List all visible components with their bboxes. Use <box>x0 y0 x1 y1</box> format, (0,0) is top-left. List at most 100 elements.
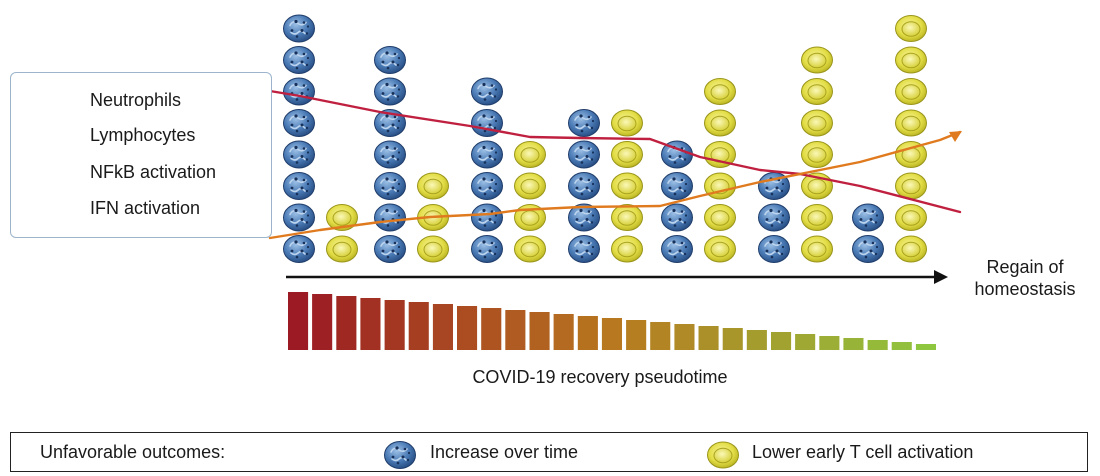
legend-lymphocytes-label: Lymphocytes <box>90 125 196 145</box>
ifn-arrowhead <box>949 131 962 142</box>
legend-neutrophils-label: Neutrophils <box>90 90 182 110</box>
pseudotime-bar <box>505 310 526 350</box>
neutrophil-cell <box>660 171 694 201</box>
neutrophil-cell <box>373 77 407 106</box>
neutrophil-cell <box>373 140 407 169</box>
lymphocyte-cell <box>704 109 736 137</box>
lymphocyte-cell <box>326 235 358 263</box>
neutrophil-cell <box>567 108 601 138</box>
neutrophil-outcome-text: Increase over time <box>430 442 579 462</box>
neutrophil-cell <box>282 203 316 232</box>
lymphocyte-cell <box>895 172 927 200</box>
neutrophil-cell <box>567 234 601 264</box>
lymphocyte-cell <box>895 109 927 137</box>
neutrophil-cell <box>282 108 316 138</box>
pseudotime-bar <box>457 306 478 350</box>
axis-endpoint-line2: homeostasis <box>974 279 1076 299</box>
lymphocyte-cell <box>417 172 449 200</box>
pseudotime-bar <box>819 336 840 350</box>
axis-endpoint-line1: Regain of <box>986 257 1064 277</box>
neutrophil-cell <box>282 234 316 264</box>
nfkb-activation-line <box>268 89 962 214</box>
lymphocyte-cell <box>895 235 927 263</box>
time-axis-arrowhead <box>934 270 948 284</box>
pseudotime-bar <box>626 320 647 350</box>
neutrophil-cell <box>757 203 791 232</box>
lymphocyte-cell <box>514 172 546 200</box>
neutrophil-cell <box>470 234 504 264</box>
neutrophil-cell <box>851 234 885 264</box>
lymphocyte-cell <box>895 46 927 74</box>
lymphocyte-cell <box>611 172 643 200</box>
pseudotime-label: COVID-19 recovery pseudotime <box>472 367 728 387</box>
pseudotime-bar <box>553 314 574 350</box>
pseudotime-bar <box>288 292 309 350</box>
lymphocyte-outcome-text: Lower early T cell activation <box>752 442 974 462</box>
neutrophil-cell <box>567 171 601 201</box>
pseudotime-bar <box>408 302 429 350</box>
lymphocyte-cell <box>704 78 736 105</box>
neutrophil-cell <box>660 234 694 264</box>
pseudotime-bar <box>481 308 502 350</box>
lymphocyte-cell <box>611 204 643 231</box>
neutrophil-cell <box>282 45 316 75</box>
neutrophil-cell <box>373 45 407 75</box>
pseudotime-bar <box>384 300 405 350</box>
neutrophil-cell <box>373 171 407 201</box>
neutrophil-cell <box>282 77 316 106</box>
lymphocyte-cell <box>704 235 736 263</box>
legend-box <box>10 72 272 238</box>
unfavorable-outcomes-title: Unfavorable outcomes: <box>40 442 226 462</box>
pseudotime-bar <box>360 298 381 350</box>
lymphocyte-cell <box>895 15 927 42</box>
lymphocyte-cell <box>514 141 546 168</box>
pseudotime-bar <box>771 332 792 350</box>
neutrophil-cell <box>470 171 504 201</box>
neutrophil-cell <box>470 140 504 169</box>
lymphocyte-cell <box>895 78 927 105</box>
pseudotime-bar <box>722 328 743 350</box>
lymphocyte-cell <box>704 204 736 231</box>
neutrophil-cell <box>373 203 407 232</box>
unfavorable-outcomes-box <box>10 432 1088 472</box>
neutrophil-cell <box>282 171 316 201</box>
lymphocyte-cell <box>801 78 833 105</box>
lymphocyte-cell <box>611 141 643 168</box>
lymphocyte-cell <box>514 235 546 263</box>
neutrophil-cell <box>373 234 407 264</box>
neutrophil-cell <box>470 77 504 106</box>
legend-nfkb-label: NFkB activation <box>90 162 217 182</box>
neutrophil-cell <box>470 108 504 138</box>
neutrophil-cell <box>757 234 791 264</box>
neutrophil-cell <box>567 140 601 169</box>
lymphocyte-cell <box>704 172 736 200</box>
pseudotime-bar <box>746 330 767 350</box>
pseudotime-bar <box>601 318 622 350</box>
neutrophil-cell <box>851 203 885 232</box>
pseudotime-bar <box>529 312 550 350</box>
ifn-activation-line <box>268 130 962 240</box>
pseudotime-bar <box>891 342 912 350</box>
lymphocyte-cell <box>801 235 833 263</box>
pseudotime-bar <box>577 316 598 350</box>
lymphocyte-cell <box>801 46 833 74</box>
pseudotime-bar <box>915 344 936 350</box>
axis-endpoint-label: Regain of homeostasis <box>960 256 1090 300</box>
lymphocyte-cell <box>801 204 833 231</box>
neutrophil-cell <box>282 14 316 43</box>
pseudotime-bar <box>867 340 888 350</box>
neutrophil-cell <box>660 203 694 232</box>
neutrophil-cell <box>282 140 316 169</box>
pseudotime-bar <box>650 322 671 350</box>
lymphocyte-cell <box>801 109 833 137</box>
pseudotime-bar <box>312 294 333 350</box>
lymphocyte-cell <box>611 235 643 263</box>
legend-ifn-label: IFN activation <box>90 198 201 218</box>
pseudotime-bar <box>795 334 816 350</box>
pseudotime-bar <box>336 296 357 350</box>
neutrophil-cell <box>470 203 504 232</box>
pseudotime-bar <box>432 304 453 350</box>
lymphocyte-cell <box>417 235 449 263</box>
lymphocyte-cell <box>611 109 643 137</box>
